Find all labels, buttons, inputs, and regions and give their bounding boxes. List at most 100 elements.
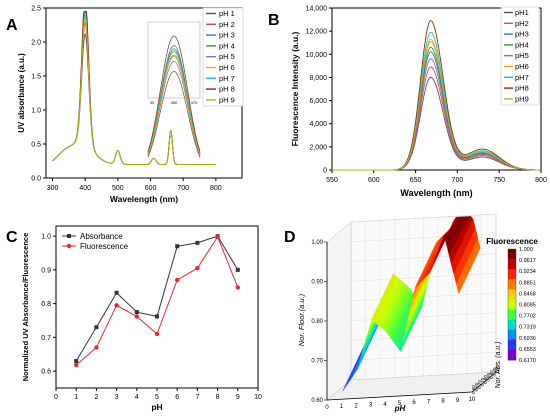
legend-marker-c: [66, 243, 72, 249]
surface-patch-d: [456, 237, 481, 295]
legend-label-c: Fluorescence: [80, 242, 129, 251]
z-tick-label-d: 1.00: [495, 365, 500, 374]
colorbar-segment: [508, 339, 516, 351]
panel-label-d: D: [284, 229, 296, 246]
data-point-fluorescence: [94, 345, 99, 350]
x-tick-label-b: 550: [326, 177, 338, 184]
colorbar-label: 0.9234: [519, 269, 536, 275]
panel-label-a: A: [6, 17, 18, 34]
colorbar-label: 0.6553: [519, 347, 536, 353]
colorbar-segment: [508, 289, 516, 300]
inset-series-line-a: [147, 35, 201, 152]
x-tick-label-d: 1: [340, 404, 344, 410]
y-axis-label-c: Normalized UV Absorbance/Fluorescence: [21, 233, 30, 382]
legend-label-b: pH8: [515, 84, 529, 93]
y-tick-label-b: 12,000: [306, 29, 328, 36]
y-tick-label-b: 14,000: [306, 6, 328, 13]
z-tick-label-d: 0.90: [489, 370, 494, 379]
colorbar-segment: [508, 279, 516, 290]
y-axis-label-a: UV absorbance (a.u.): [17, 53, 26, 133]
z-tick-label-d: 0.75: [480, 377, 485, 386]
y-tick-label-d: 1.00: [311, 240, 323, 246]
x-tick-label-c: 8: [216, 394, 220, 401]
colorbar-title: Fluorescence: [486, 237, 538, 246]
legend-marker-c: [67, 234, 71, 238]
x-axis-label-d: pH: [394, 404, 406, 413]
colorbar-frame: [507, 248, 517, 361]
colorbar-segment: [508, 309, 516, 321]
y-tick-label-b: 0: [323, 168, 327, 175]
x-tick-label-c: 2: [94, 394, 98, 401]
x-tick-label-d: 6: [412, 400, 416, 406]
legend-label-b: pH6: [515, 62, 529, 71]
x-axis-line-d: [326, 391, 473, 401]
x-tick-label-d: 10: [469, 397, 476, 403]
y-tick-label-d: 0.60: [311, 398, 323, 404]
y-tick-label-b: 4,000: [309, 121, 327, 128]
colorbar-label: 0.8468: [519, 291, 536, 297]
z-tick-label-d: 0.95: [492, 367, 497, 376]
colorbar-segment: [508, 299, 516, 310]
y-tick-label-c: 0.8: [41, 301, 51, 308]
side-wall-d: [326, 221, 352, 401]
x-tick-label-c: 10: [254, 394, 262, 401]
legend-label-c: Absorbance: [80, 232, 123, 241]
colorbar-label: 0.8085: [519, 303, 536, 309]
y-tick-label-b: 8,000: [309, 75, 327, 82]
colorbar-segment: [508, 269, 516, 280]
x-tick-label-d: 8: [441, 399, 445, 405]
legend-label-a: pH 8: [219, 85, 235, 94]
colorbar-segment: [508, 249, 516, 260]
chart-d: 0.600.700.800.901.000 1 2 3 4 5 6 7 8 9 100.600.65…: [297, 213, 538, 413]
x-tick-label-b: 750: [493, 177, 505, 184]
legend-label-a: pH 1: [219, 9, 235, 18]
x-tick-label-d: 0: [325, 405, 329, 411]
x-tick-label-d: 4: [383, 402, 387, 408]
colorbar-label: 0.7702: [519, 314, 536, 320]
series-line-c: [75, 235, 239, 366]
data-point-fluorescence: [175, 277, 180, 283]
x-tick-label-a: 400: [79, 185, 91, 192]
x-tick-label-c: 1: [74, 394, 78, 401]
y-tick-label-c: 0.9: [41, 267, 51, 274]
panel-label-b: B: [268, 12, 280, 29]
x-tick-label-d: 9: [456, 398, 460, 404]
x-tick-label-b: 800: [535, 177, 547, 184]
y-tick-label-d: 0.70: [311, 359, 323, 365]
y-tick-label-a: 1.5: [31, 74, 41, 81]
x-tick-label-c: 4: [135, 394, 139, 401]
legend-label-b: pH3: [515, 30, 529, 39]
inset-series-line-a: [147, 71, 201, 158]
y-tick-label-c: 1.0: [41, 234, 51, 241]
chart-a: 300 400 500 600 700 800 0.0 0.5 1.0 1.5 2.0 2.5 Wave…: [17, 6, 244, 204]
legend-label-b: pH7: [515, 73, 529, 82]
data-point-absorbance: [74, 359, 79, 363]
x-tick-label-c: 9: [236, 394, 240, 401]
x-tick-label-c: 0: [54, 394, 58, 401]
legend-label-a: pH 2: [219, 20, 235, 29]
x-tick-label-c: 5: [155, 394, 159, 401]
series-line-b: [332, 40, 541, 171]
legend-label-a: pH 3: [219, 31, 235, 40]
x-tick-label-d: 7: [427, 399, 431, 405]
data-point-fluorescence: [74, 362, 79, 368]
x-tick-label-a: 500: [112, 185, 124, 192]
series-line-c: [75, 235, 239, 362]
inset-tick-label-a: 470: [191, 100, 198, 105]
y-tick-label-c: 0.7: [41, 335, 51, 342]
legend-label-b: pH5: [515, 51, 529, 60]
colorbar-segment: [508, 349, 516, 361]
y-tick-label-a: 2.0: [31, 40, 41, 47]
x-axis-label-c: pH: [151, 402, 162, 412]
x-tick-label-d: 5: [398, 401, 402, 407]
colorbar-label: 0.6936: [519, 336, 536, 342]
y-tick-label-d: 0.80: [311, 319, 323, 325]
colorbar-label: 1.000: [519, 247, 533, 253]
z-tick-label-d: 0.85: [486, 372, 491, 381]
data-point-absorbance: [155, 314, 159, 319]
y-tick-label-a: 1.0: [31, 108, 41, 115]
x-tick-label-a: 300: [47, 185, 59, 192]
inset-tick-label-a: 30: [150, 100, 155, 105]
inset-series-line-a: [147, 60, 201, 156]
y-tick-label-b: 10,000: [306, 52, 328, 59]
